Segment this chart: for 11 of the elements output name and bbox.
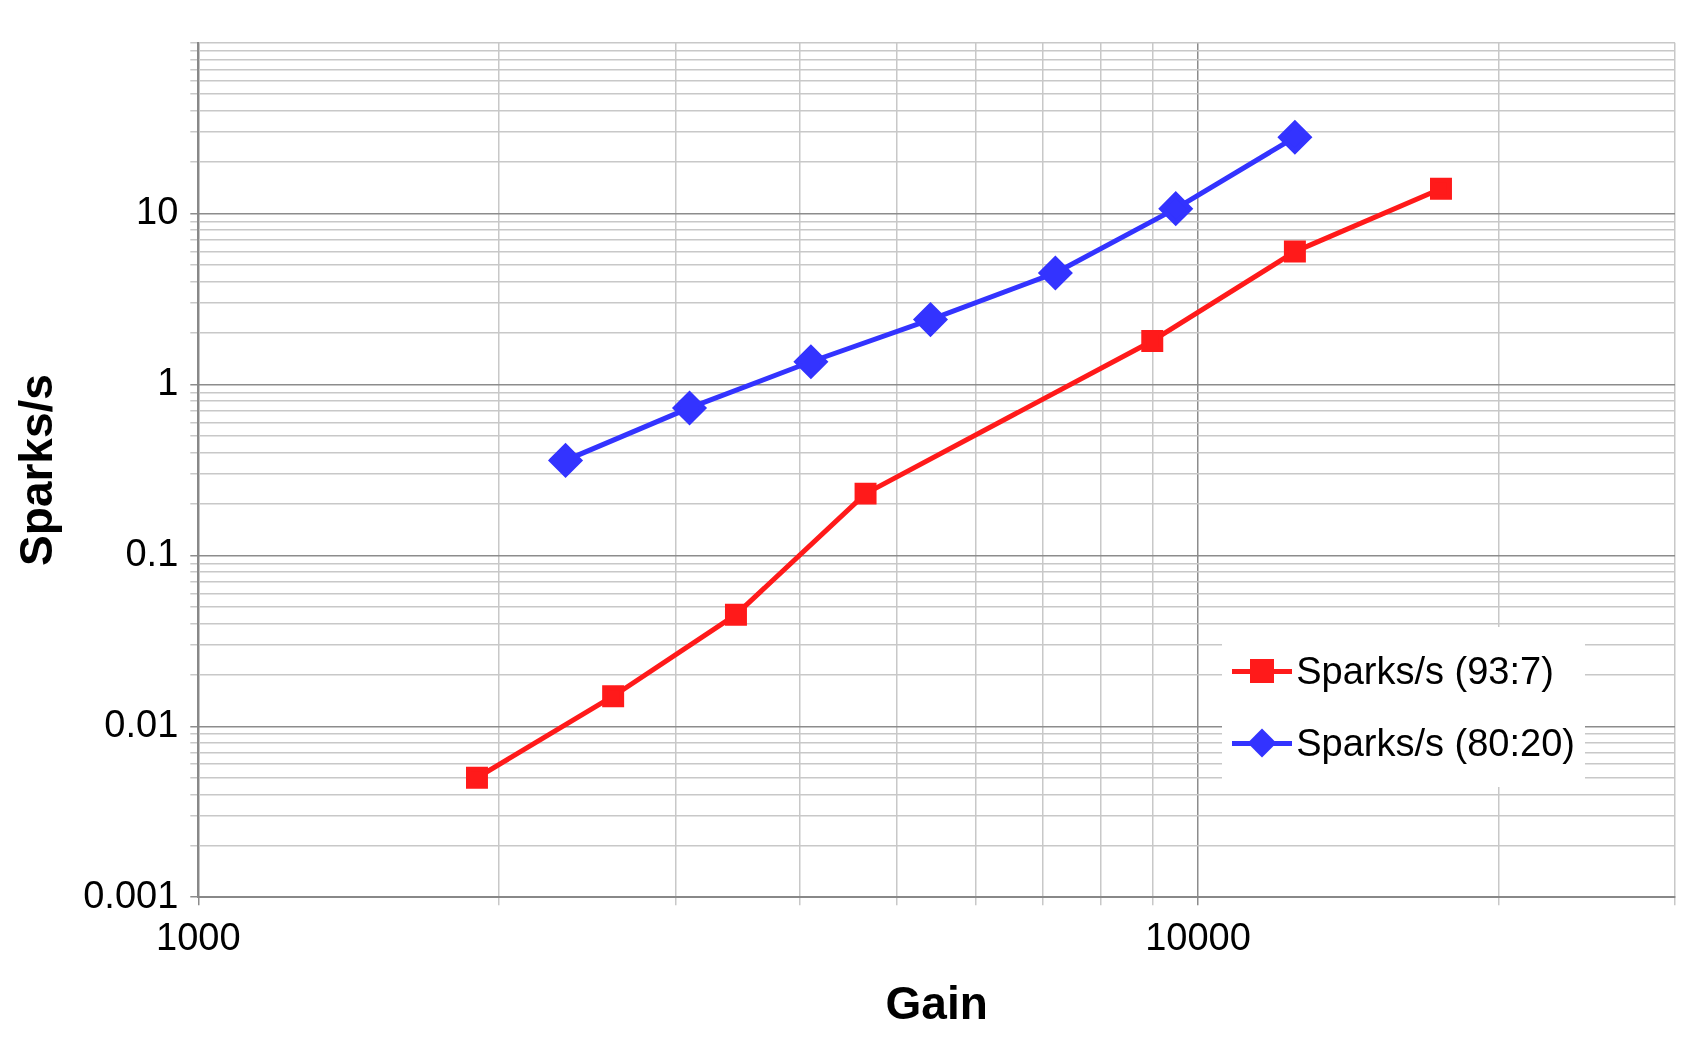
legend-label: Sparks/s (93:7) [1296, 649, 1554, 693]
x-tick-label: 1000 [156, 916, 241, 959]
y-tick-label: 10 [136, 190, 179, 233]
x-axis-title: Gain [885, 977, 988, 1030]
legend-label: Sparks/s (80:20) [1296, 721, 1575, 765]
y-axis-title: Sparks/s [10, 374, 63, 566]
y-tick-label: 0.01 [104, 702, 179, 745]
y-tick-label: 0.1 [125, 531, 179, 574]
y-tick-label: 1 [157, 361, 179, 404]
y-tick-label: 0.001 [83, 873, 179, 916]
x-tick-label: 10000 [1145, 916, 1251, 959]
